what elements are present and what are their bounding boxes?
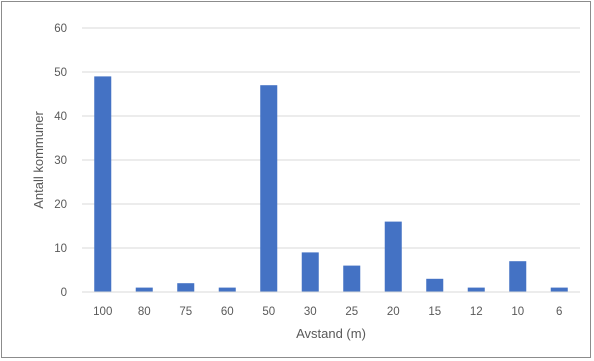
bar-20 (384, 221, 402, 292)
x-axis-title: Avstand (m) (296, 326, 366, 341)
bar-75 (177, 283, 195, 292)
x-tick-label: 80 (138, 306, 151, 318)
x-tick-labels: 100 80 75 60 50 30 25 20 15 12 10 6 (93, 306, 562, 318)
bar-10 (509, 261, 527, 292)
y-tick-label: 10 (54, 243, 67, 255)
bar-80 (135, 287, 153, 292)
y-tick-label: 60 (54, 23, 67, 35)
y-tick-label: 20 (54, 199, 67, 211)
bar-12 (467, 287, 485, 292)
bar-60 (218, 287, 236, 292)
y-tick-label: 50 (54, 67, 67, 79)
x-tick-label: 60 (221, 306, 234, 318)
bar-100 (94, 76, 112, 293)
x-tick-label: 10 (511, 306, 524, 318)
x-tick-label: 50 (262, 306, 275, 318)
y-tick-label: 0 (61, 287, 67, 299)
bars (94, 76, 568, 293)
bar-6 (550, 287, 568, 292)
x-tick-label: 6 (556, 306, 562, 318)
x-tick-label: 30 (304, 306, 317, 318)
x-tick-label: 15 (428, 306, 441, 318)
x-tick-label: 100 (93, 306, 112, 318)
x-tick-label: 75 (179, 306, 192, 318)
y-tick-label: 30 (54, 155, 67, 167)
bar-50 (260, 85, 278, 292)
x-tick-label: 12 (470, 306, 483, 318)
x-tick-label: 20 (387, 306, 400, 318)
gridlines (82, 27, 580, 249)
bar-15 (426, 278, 444, 292)
y-tick-label: 40 (54, 111, 67, 123)
bar-25 (343, 265, 361, 292)
y-axis-title: Antall kommuner (31, 111, 46, 209)
bar-30 (301, 252, 319, 292)
x-tick-label: 25 (345, 306, 358, 318)
y-tick-labels: 0 10 20 30 40 50 60 (54, 23, 67, 299)
